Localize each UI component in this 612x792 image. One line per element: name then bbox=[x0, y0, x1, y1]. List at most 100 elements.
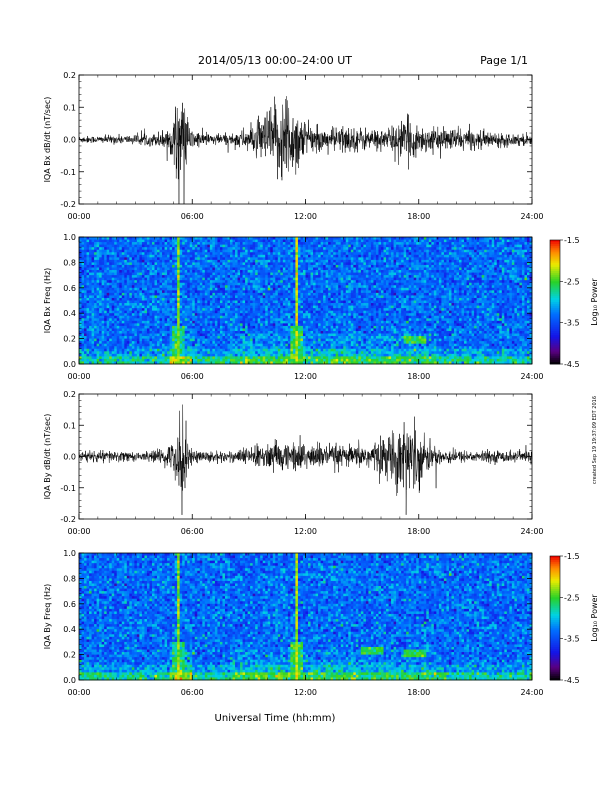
spectrogram-cell bbox=[164, 356, 168, 360]
spectrogram-cell bbox=[227, 348, 231, 352]
spectrogram-cell bbox=[91, 333, 95, 337]
spectrogram-cell bbox=[192, 348, 196, 352]
spectrogram-cell bbox=[247, 343, 251, 347]
spectrogram-cell bbox=[174, 272, 178, 276]
spectrogram-cell bbox=[99, 313, 103, 317]
spectrogram-cell bbox=[91, 358, 95, 362]
spectrogram-cell bbox=[189, 259, 193, 263]
spectrogram-cell bbox=[144, 285, 148, 289]
spectrogram-cell bbox=[275, 242, 279, 246]
spectrogram-cell bbox=[162, 262, 165, 266]
spectrogram-cell bbox=[245, 297, 249, 301]
spectrogram-cell bbox=[192, 262, 196, 266]
spectrogram-cell bbox=[99, 287, 103, 291]
spectrogram-cell bbox=[240, 297, 243, 301]
spectrogram-cell bbox=[154, 264, 158, 268]
spectrogram-cell bbox=[280, 361, 284, 365]
spectrogram-cell bbox=[169, 353, 173, 357]
spectrogram-cell bbox=[310, 315, 314, 319]
spectrogram-cell bbox=[280, 259, 284, 263]
spectrogram-cell bbox=[260, 351, 264, 355]
spectrogram-cell bbox=[302, 343, 306, 347]
spectrogram-cell bbox=[157, 338, 160, 342]
spectrogram-cell bbox=[250, 361, 254, 365]
spectrogram-cell bbox=[320, 272, 324, 276]
spectrogram-cell bbox=[292, 249, 296, 253]
spectrogram-cell bbox=[184, 264, 188, 268]
spectrogram-cell bbox=[267, 295, 271, 299]
spectrogram-cell bbox=[189, 348, 193, 352]
spectrogram-cell bbox=[94, 305, 98, 309]
spectrogram-cell bbox=[91, 287, 95, 291]
spectrogram-cell bbox=[164, 287, 168, 291]
spectrogram-cell bbox=[305, 320, 309, 324]
spectrogram-cell bbox=[247, 239, 251, 243]
spectrogram-cell bbox=[89, 244, 92, 248]
spectrogram-cell bbox=[199, 292, 203, 296]
spectrogram-cell bbox=[189, 328, 193, 332]
spectrogram-cell bbox=[94, 249, 98, 253]
spectrogram-cell bbox=[282, 290, 286, 294]
spectrogram-cell bbox=[207, 297, 211, 301]
spectrogram-cell bbox=[157, 356, 160, 360]
spectrogram-cell bbox=[318, 237, 321, 240]
spectrogram-cell bbox=[81, 290, 85, 294]
spectrogram-cell bbox=[204, 305, 208, 309]
spectrogram-cell bbox=[262, 244, 266, 248]
spectrogram-cell bbox=[144, 361, 148, 365]
spectrogram-cell bbox=[285, 313, 289, 317]
spectrogram-cell bbox=[197, 361, 201, 365]
spectrogram-cell bbox=[292, 353, 296, 357]
spectrogram-cell bbox=[174, 292, 178, 296]
spectrogram-cell bbox=[292, 336, 296, 339]
spectrogram-cell bbox=[318, 239, 321, 243]
spectrogram-cell bbox=[104, 351, 108, 355]
spectrogram-cell bbox=[282, 351, 286, 355]
spectrogram-cell bbox=[310, 277, 314, 281]
spectrogram-cell bbox=[141, 323, 145, 327]
spectrogram-cell bbox=[106, 280, 110, 284]
spectrogram-cell bbox=[157, 323, 160, 327]
spectrogram-cell bbox=[302, 285, 306, 289]
spectrogram-cell bbox=[209, 300, 213, 304]
spectrogram-cell bbox=[217, 247, 221, 251]
spectrogram-cell bbox=[129, 254, 133, 258]
spectrogram-cell bbox=[157, 358, 160, 362]
spectrogram-cell bbox=[184, 356, 188, 360]
spectrogram-cell bbox=[106, 237, 110, 240]
spectrogram-cell bbox=[182, 259, 186, 263]
spectrogram-cell bbox=[252, 323, 256, 327]
spectrogram-cell bbox=[262, 300, 266, 304]
spectrogram-cell bbox=[162, 346, 165, 350]
spectrogram-cell bbox=[99, 272, 103, 276]
spectrogram-cell bbox=[121, 280, 125, 284]
spectrogram-cell bbox=[297, 348, 301, 352]
spectrogram-cell bbox=[240, 341, 243, 345]
spectrogram-cell bbox=[212, 323, 216, 327]
spectrogram-cell bbox=[235, 270, 238, 273]
spectrogram-cell bbox=[308, 348, 311, 352]
spectrogram-cell bbox=[159, 237, 163, 240]
spectrogram-cell bbox=[230, 310, 233, 314]
spectrogram-cell bbox=[111, 295, 115, 299]
spectrogram-cell bbox=[167, 343, 170, 347]
spectrogram-cell bbox=[151, 323, 155, 327]
spectrogram-cell bbox=[255, 328, 259, 332]
spectrogram-cell bbox=[86, 287, 90, 291]
spectrogram-cell bbox=[267, 259, 271, 263]
spectrogram-cell bbox=[197, 318, 201, 322]
spectrogram-cell bbox=[159, 290, 163, 294]
spectrogram-cell bbox=[144, 247, 148, 251]
spectrogram-cell bbox=[116, 323, 120, 327]
spectrogram-cell bbox=[255, 341, 259, 345]
spectrogram-cell bbox=[162, 252, 165, 256]
spectrogram-cell bbox=[86, 353, 90, 357]
spectrogram-cell bbox=[202, 300, 206, 304]
spectrogram-cell bbox=[159, 277, 163, 281]
spectrogram-cell bbox=[84, 305, 87, 309]
spectrogram-cell bbox=[282, 292, 286, 296]
spectrogram-cell bbox=[308, 280, 311, 284]
spectrogram-cell bbox=[272, 270, 276, 273]
spectrogram-cell bbox=[290, 341, 294, 345]
spectrogram-cell bbox=[194, 315, 198, 319]
